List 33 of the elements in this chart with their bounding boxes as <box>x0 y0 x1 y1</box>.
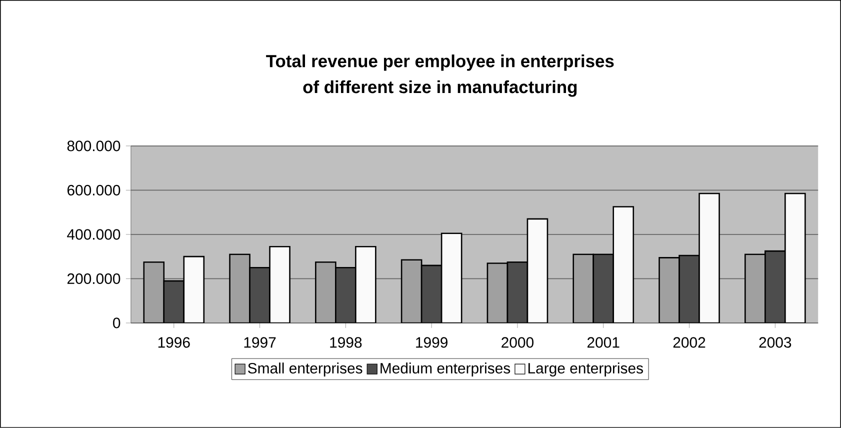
bar <box>784 192 806 324</box>
bar <box>229 254 250 324</box>
bar <box>143 262 165 324</box>
bar <box>698 192 720 324</box>
bar <box>440 232 462 324</box>
legend-label: Large enterprises <box>528 362 643 377</box>
y-tick-label: 200.000 <box>67 273 120 284</box>
bar <box>183 256 205 324</box>
bar <box>400 259 422 324</box>
y-tick-label: 0 <box>113 318 120 328</box>
bar <box>315 262 336 324</box>
x-tick-label: 1996 <box>158 337 190 348</box>
x-tick-label: 1999 <box>416 337 448 348</box>
y-tick-label: 400.000 <box>67 229 120 240</box>
legend-label: Small enterprises <box>248 362 362 377</box>
chart-title: Total revenue per employee in enterprises of different size in manufacturing <box>266 54 614 97</box>
x-tick-label: 2003 <box>759 337 792 348</box>
bar <box>486 262 508 324</box>
bar <box>572 254 594 324</box>
x-tick-label: 2001 <box>587 337 620 348</box>
bar <box>658 257 680 324</box>
x-tick-label: 2002 <box>673 337 706 348</box>
y-tick-label: 600.000 <box>67 184 120 196</box>
y-tick-label: 800.000 <box>67 140 120 152</box>
x-tick-label: 1997 <box>244 337 276 348</box>
x-tick-label: 2000 <box>502 337 534 348</box>
x-tick-label: 1998 <box>330 337 362 348</box>
legend-label: Medium enterprises <box>380 362 510 377</box>
bar <box>269 246 290 324</box>
bar <box>355 246 376 324</box>
bar <box>744 254 766 324</box>
bar <box>526 218 548 324</box>
bar <box>612 206 634 324</box>
